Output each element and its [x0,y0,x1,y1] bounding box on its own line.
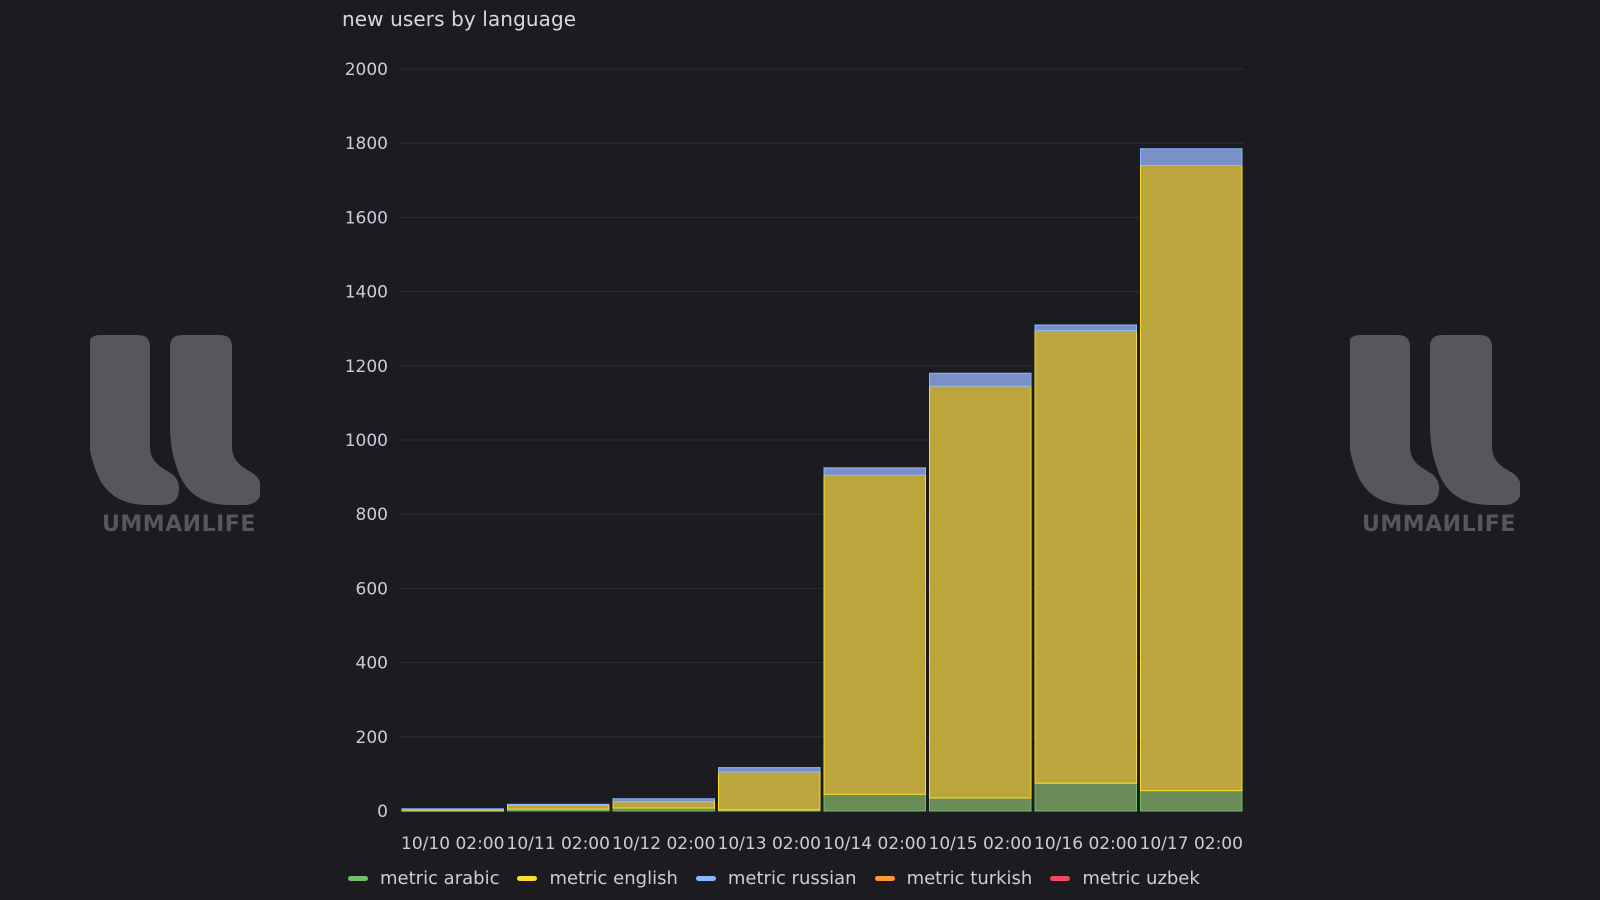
bar-metric-russian-0[interactable] [401,808,504,811]
bar-metric-russian-2[interactable] [612,798,715,803]
x-tick-label: 10/12 02:00 [612,834,715,854]
legend-label: metric uzbek [1082,868,1200,889]
umma-life-logo-icon [90,335,260,505]
x-axis-ticks: 10/10 02:00 10/11 02:00 10/12 02:00 10/13 0… [401,834,1243,854]
y-tick-label: 800 [356,505,388,525]
bar-metric-russian-5[interactable] [929,372,1032,387]
bar-metric-arabic-7[interactable] [1140,790,1243,812]
bar-metric-russian-7[interactable] [1140,148,1243,166]
bar-metric-arabic-4[interactable] [823,793,926,812]
x-tick-label: 10/16 02:00 [1034,834,1137,854]
y-tick-label: 200 [356,728,388,748]
y-tick-label: 0 [377,802,388,822]
legend-swatch [517,876,538,881]
bar-metric-russian-3[interactable] [718,767,821,773]
watermark-logo-left: UMMAИLIFE [90,335,260,555]
legend: metric arabic metric english metric russia… [348,868,1218,889]
watermark-text: UMMAИLIFE [102,512,256,537]
legend-label: metric russian [727,868,857,889]
legend-item-metric-english[interactable]: metric english [517,868,678,889]
bar-metric-english-6[interactable] [1034,330,1137,784]
legend-item-metric-arabic[interactable]: metric arabic [348,868,499,889]
y-tick-label: 1600 [345,208,388,228]
bar-metric-english-4[interactable] [823,474,926,795]
y-tick-label: 1400 [345,283,388,303]
bar-metric-english-1[interactable] [507,804,610,810]
legend-label: metric turkish [906,868,1033,889]
legend-swatch [874,876,895,881]
y-axis-ticks: 0 200 400 600 800 1000 1200 1400 1600 1800 2000 [345,60,388,822]
legend-label: metric english [549,868,678,889]
legend-swatch [695,876,716,881]
bar-metric-russian-4[interactable] [823,467,926,476]
bar-metric-arabic-6[interactable] [1034,782,1137,812]
legend-label: metric arabic [380,868,500,889]
bar-metric-english-3[interactable] [718,771,821,811]
umma-life-logo-icon [1350,335,1520,505]
legend-item-metric-turkish[interactable]: metric turkish [874,868,1033,889]
x-tick-label: 10/14 02:00 [823,834,926,854]
y-tick-label: 2000 [345,60,388,80]
legend-item-metric-uzbek[interactable]: metric uzbek [1050,868,1200,889]
panel-title: new users by language [342,7,577,31]
legend-swatch [1050,876,1071,881]
bar-metric-arabic-5[interactable] [929,797,1032,812]
bar-metric-russian-6[interactable] [1034,324,1137,332]
y-tick-label: 1800 [345,134,388,154]
x-tick-label: 10/17 02:00 [1140,834,1243,854]
bar-metric-english-7[interactable] [1140,164,1243,792]
bar-metric-russian-1[interactable] [507,803,610,806]
bar-metric-english-2[interactable] [612,801,715,809]
y-tick-label: 600 [356,579,388,599]
grid-lines [400,68,1244,812]
y-tick-label: 1200 [345,357,388,377]
x-tick-label: 10/11 02:00 [507,834,610,854]
y-tick-label: 1000 [345,431,388,451]
x-tick-label: 10/15 02:00 [929,834,1032,854]
legend-swatch [348,876,368,881]
watermark-text: UMMAИLIFE [1362,512,1516,537]
x-tick-label: 10/13 02:00 [718,834,821,854]
watermark-logo-right: UMMAИLIFE [1350,335,1520,555]
legend-item-metric-russian[interactable]: metric russian [695,868,857,889]
bar-metric-english-5[interactable] [929,385,1032,799]
x-tick-label: 10/10 02:00 [401,834,504,854]
y-tick-label: 400 [356,654,388,674]
bars [401,148,1243,812]
